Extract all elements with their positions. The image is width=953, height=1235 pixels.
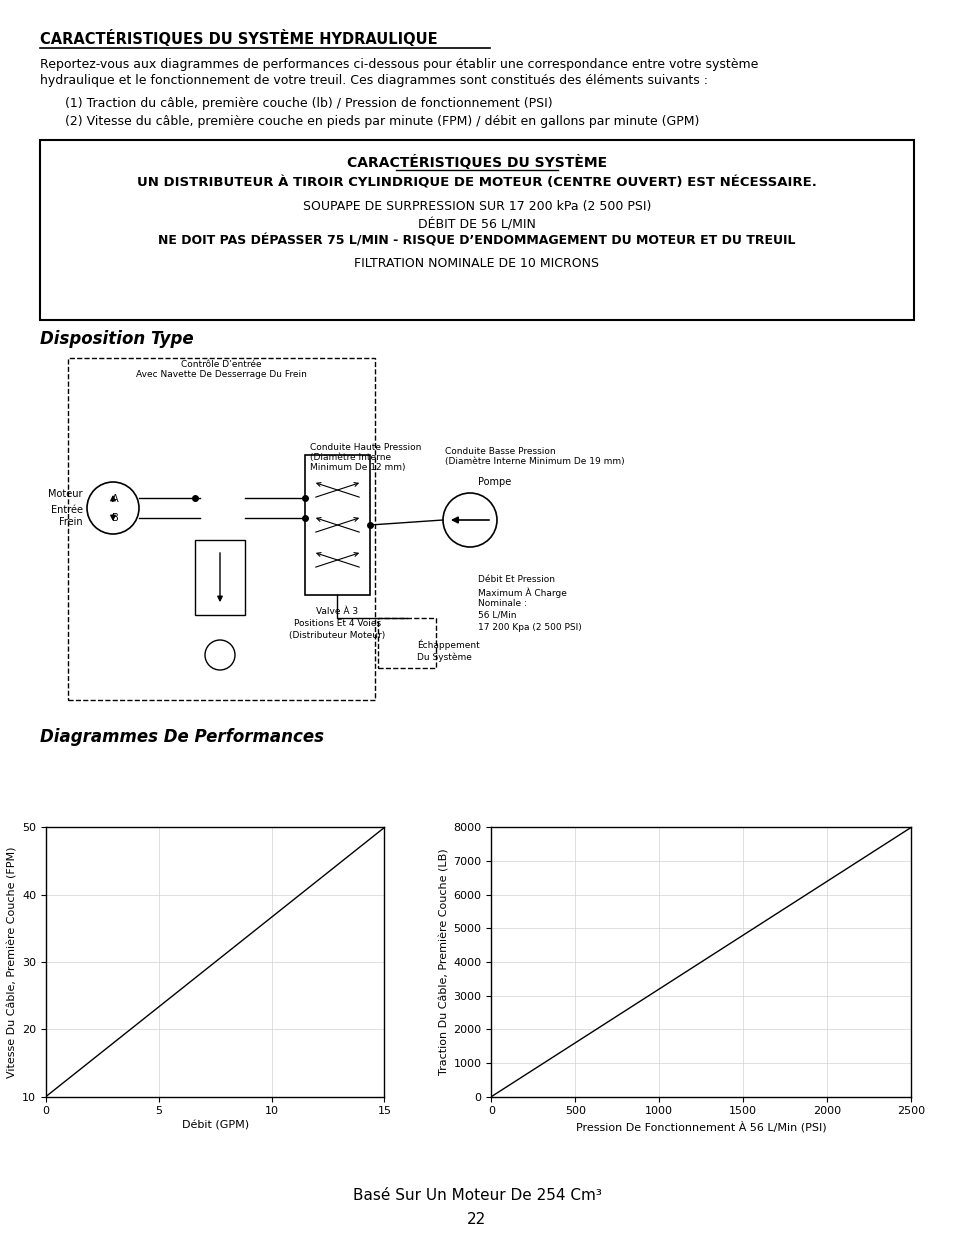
Circle shape: [442, 493, 497, 547]
Text: (1) Traction du câble, première couche (lb) / Pression de fonctionnement (PSI): (1) Traction du câble, première couche (…: [65, 98, 552, 110]
Text: FILTRATION NOMINALE DE 10 MICRONS: FILTRATION NOMINALE DE 10 MICRONS: [355, 257, 598, 270]
Text: UN DISTRIBUTEUR À TIROIR CYLINDRIQUE DE MOTEUR (CENTRE OUVERT) EST NÉCESSAIRE.: UN DISTRIBUTEUR À TIROIR CYLINDRIQUE DE …: [137, 177, 816, 190]
X-axis label: Pression De Fonctionnement À 56 L/Min (PSI): Pression De Fonctionnement À 56 L/Min (P…: [576, 1120, 825, 1132]
Text: Entrée: Entrée: [51, 505, 83, 515]
Text: Conduite Basse Pression: Conduite Basse Pression: [444, 447, 555, 456]
Text: Reportez-vous aux diagrammes de performances ci-dessous pour établir une corresp: Reportez-vous aux diagrammes de performa…: [40, 58, 758, 70]
Text: (Diamètre Interne: (Diamètre Interne: [310, 453, 391, 462]
Text: 22: 22: [467, 1212, 486, 1228]
Text: Avec Navette De Desserrage Du Frein: Avec Navette De Desserrage Du Frein: [135, 370, 306, 379]
Bar: [305, 454, 370, 595]
Text: Moteur: Moteur: [49, 489, 83, 499]
Text: Disposition Type: Disposition Type: [40, 330, 193, 348]
X-axis label: Débit (GPM): Débit (GPM): [181, 1120, 249, 1130]
Bar: [40, 140, 913, 320]
Text: Conduite Haute Pression: Conduite Haute Pression: [310, 443, 421, 452]
Text: Frein: Frein: [59, 517, 83, 527]
Text: DÉBIT DE 56 L/MIN: DÉBIT DE 56 L/MIN: [417, 219, 536, 231]
Y-axis label: Vitesse Du Câble, Première Couche (FPM): Vitesse Du Câble, Première Couche (FPM): [8, 846, 18, 1078]
Text: Maximum À Charge: Maximum À Charge: [477, 587, 566, 598]
Bar: [68, 358, 375, 700]
Bar: [377, 618, 436, 668]
Text: Débit Et Pression: Débit Et Pression: [477, 576, 555, 584]
Text: Pompe: Pompe: [477, 477, 511, 487]
Text: Valve À 3: Valve À 3: [316, 606, 358, 616]
Text: CARACTÉRISTIQUES DU SYSTÈME: CARACTÉRISTIQUES DU SYSTÈME: [347, 156, 606, 170]
Text: B: B: [112, 513, 118, 522]
Text: (Diamètre Interne Minimum De 19 mm): (Diamètre Interne Minimum De 19 mm): [444, 457, 624, 466]
Text: Positions Et 4 Voies: Positions Et 4 Voies: [294, 619, 380, 629]
Text: A: A: [112, 494, 118, 504]
Text: Diagrammes De Performances: Diagrammes De Performances: [40, 727, 324, 746]
Text: 56 L/Min: 56 L/Min: [477, 611, 516, 620]
Bar: [194, 540, 245, 615]
Text: (Distributeur Moteur): (Distributeur Moteur): [289, 631, 385, 640]
Text: Échappement: Échappement: [416, 640, 479, 651]
Text: hydraulique et le fonctionnement de votre treuil. Ces diagrammes sont constitués: hydraulique et le fonctionnement de votr…: [40, 74, 707, 86]
Text: Contrôle D’entrée: Contrôle D’entrée: [180, 359, 261, 369]
Text: NE DOIT PAS DÉPASSER 75 L/MIN - RISQUE D’ENDOMMAGEMENT DU MOTEUR ET DU TREUIL: NE DOIT PAS DÉPASSER 75 L/MIN - RISQUE D…: [158, 235, 795, 248]
Circle shape: [87, 482, 139, 534]
Text: 17 200 Kpa (2 500 PSI): 17 200 Kpa (2 500 PSI): [477, 622, 581, 632]
Text: CARACTÉRISTIQUES DU SYSTÈME HYDRAULIQUE: CARACTÉRISTIQUES DU SYSTÈME HYDRAULIQUE: [40, 30, 437, 47]
Text: SOUPAPE DE SURPRESSION SUR 17 200 kPa (2 500 PSI): SOUPAPE DE SURPRESSION SUR 17 200 kPa (2…: [302, 200, 651, 212]
Y-axis label: Traction Du Câble, Première Couche (LB): Traction Du Câble, Première Couche (LB): [438, 848, 449, 1076]
Text: Basé Sur Un Moteur De 254 Cm³: Basé Sur Un Moteur De 254 Cm³: [353, 1188, 600, 1203]
Text: Du Système: Du Système: [416, 652, 472, 662]
Text: Nominale :: Nominale :: [477, 599, 526, 608]
Text: Minimum De 12 mm): Minimum De 12 mm): [310, 463, 405, 472]
Text: (2) Vitesse du câble, première couche en pieds par minute (FPM) / débit en gallo: (2) Vitesse du câble, première couche en…: [65, 115, 699, 128]
Circle shape: [205, 640, 234, 671]
